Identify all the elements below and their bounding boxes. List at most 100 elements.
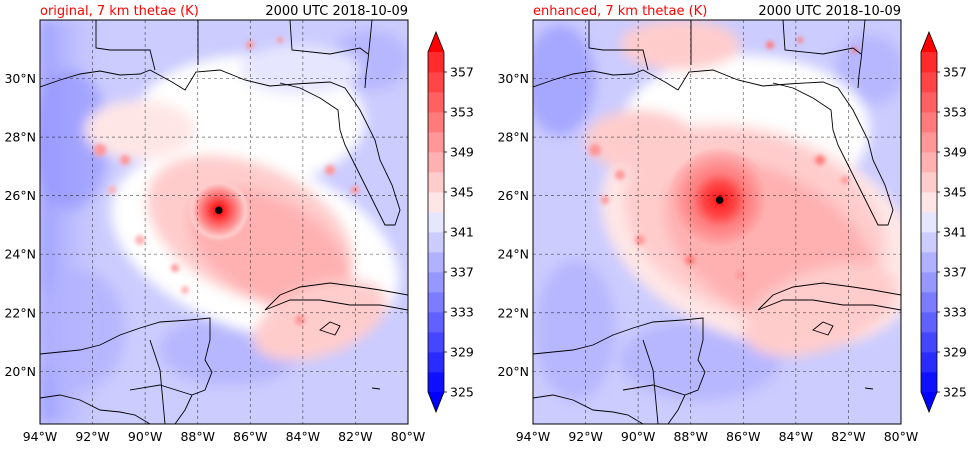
panel-title-left: original, 7 km thetae (K): [40, 4, 199, 19]
lat-tick-label: 20°N: [4, 364, 36, 379]
lon-tick-label: 82°W: [338, 429, 373, 444]
lon-tick-label: 88°W: [180, 429, 215, 444]
colorbar-tick-label: 353: [450, 105, 474, 120]
lon-tick-label: 86°W: [726, 429, 761, 444]
lat-tick-label: 20°N: [497, 364, 529, 379]
colorbar-tick-label: 329: [943, 345, 967, 360]
graticule: [40, 20, 408, 424]
lon-tick-label: 86°W: [233, 429, 268, 444]
colorbar-tick-label: 353: [943, 105, 967, 120]
lat-tick-label: 30°N: [497, 71, 529, 86]
axis-ticks: 94°W 92°W 90°W 88°W 86°W 84°W 82°W 80°W 20°N 22°N…: [497, 71, 918, 444]
coastlines: [40, 20, 408, 424]
colorbar-segment: [921, 352, 937, 373]
coastlines: [533, 20, 901, 424]
colorbar-segment: [921, 332, 937, 353]
colorbar-segment: [921, 372, 937, 393]
lon-tick-label: 90°W: [621, 429, 656, 444]
lon-tick-label: 94°W: [516, 429, 551, 444]
lon-tick-label: 88°W: [673, 429, 708, 444]
colorbar-segment: [428, 92, 444, 113]
map-panel-enhanced: enhanced, 7 km thetae (K) 2000 UTC 2018-…: [497, 4, 918, 444]
colorbar-segment: [428, 372, 444, 393]
colorbar-tick-label: 333: [943, 305, 967, 320]
colorbar-segment: [921, 212, 937, 233]
storm-center-marker: [214, 206, 223, 215]
colorbar-tick-label: 341: [943, 225, 967, 240]
colorbar-tick-label: 333: [450, 305, 474, 320]
lon-tick-label: 84°W: [286, 429, 321, 444]
colorbar: 325 329 333 337 341 345 349 353 357: [427, 30, 474, 414]
colorbar-tick-label: 341: [450, 225, 474, 240]
colorbar-tick-label: 357: [943, 65, 967, 80]
colorbar-segment: [921, 72, 937, 93]
colorbar-segment: [428, 292, 444, 313]
lon-tick-label: 90°W: [128, 429, 163, 444]
colorbar-tick-label: 349: [943, 145, 967, 160]
lon-tick-label: 80°W: [391, 429, 426, 444]
colorbar-segment: [428, 172, 444, 193]
colorbar-segment: [428, 312, 444, 333]
colorbar-over-arrow: [921, 32, 937, 52]
map-panel-original: original, 7 km thetae (K) 2000 UTC 2018-…: [4, 4, 425, 444]
panel-title-left: enhanced, 7 km thetae (K): [533, 4, 707, 19]
lat-tick-label: 28°N: [497, 130, 529, 145]
lat-tick-label: 30°N: [4, 71, 36, 86]
colorbar-tick-label: 357: [450, 65, 474, 80]
thetae-field: [40, 20, 408, 424]
colorbar-segment: [428, 72, 444, 93]
lon-tick-label: 80°W: [884, 429, 919, 444]
colorbar-segment: [428, 112, 444, 133]
lon-tick-label: 92°W: [75, 429, 110, 444]
colorbar-segment: [921, 312, 937, 333]
colorbar-segment: [428, 332, 444, 353]
colorbar-tick-label: 325: [450, 385, 474, 400]
lat-tick-label: 26°N: [4, 188, 36, 203]
colorbar-segment: [921, 152, 937, 173]
colorbar-under-arrow: [428, 392, 444, 412]
lon-tick-label: 94°W: [23, 429, 58, 444]
panel-title-right: 2000 UTC 2018-10-09: [758, 4, 901, 19]
colorbar-segment: [921, 112, 937, 133]
colorbar-segment: [428, 232, 444, 253]
colorbar-tick-label: 337: [450, 265, 474, 280]
colorbar-segment: [921, 52, 937, 73]
colorbar-segment: [921, 292, 937, 313]
lat-tick-label: 22°N: [497, 305, 529, 320]
lat-tick-label: 24°N: [497, 247, 529, 262]
colorbar-segment: [921, 172, 937, 193]
colorbar-segment: [921, 252, 937, 273]
colorbar-segment: [428, 152, 444, 173]
colorbar-segment: [921, 232, 937, 253]
colorbar-segment: [428, 252, 444, 273]
colorbar-over-arrow: [428, 32, 444, 52]
storm-center-marker: [715, 196, 724, 204]
colorbar-tick-label: 325: [943, 385, 967, 400]
colorbar-segment: [428, 352, 444, 373]
colorbar-tick-label: 329: [450, 345, 474, 360]
colorbar-segment: [428, 52, 444, 73]
colorbar: 325 329 333 337 341 345 349 353 357: [920, 30, 967, 414]
lat-tick-label: 26°N: [497, 188, 529, 203]
lat-tick-label: 24°N: [4, 247, 36, 262]
colorbar-segment: [921, 192, 937, 213]
colorbar-segment: [428, 132, 444, 153]
lat-tick-label: 22°N: [4, 305, 36, 320]
colorbar-tick-label: 345: [450, 185, 474, 200]
colorbar-segment: [921, 92, 937, 113]
lon-tick-label: 84°W: [779, 429, 814, 444]
colorbar-segment: [428, 272, 444, 293]
colorbar-tick-label: 345: [943, 185, 967, 200]
lat-tick-label: 28°N: [4, 130, 36, 145]
colorbar-tick-label: 337: [943, 265, 967, 280]
colorbar-tick-label: 349: [450, 145, 474, 160]
panel-title-right: 2000 UTC 2018-10-09: [265, 4, 408, 19]
lon-tick-label: 92°W: [568, 429, 603, 444]
lon-tick-label: 82°W: [831, 429, 866, 444]
colorbar-segment: [428, 212, 444, 233]
thetae-field: [533, 20, 901, 424]
colorbar-under-arrow: [921, 392, 937, 412]
axis-ticks: 94°W 92°W 90°W 88°W 86°W 84°W 82°W 80°W 20°N 22°N…: [4, 71, 425, 444]
colorbar-segment: [921, 272, 937, 293]
